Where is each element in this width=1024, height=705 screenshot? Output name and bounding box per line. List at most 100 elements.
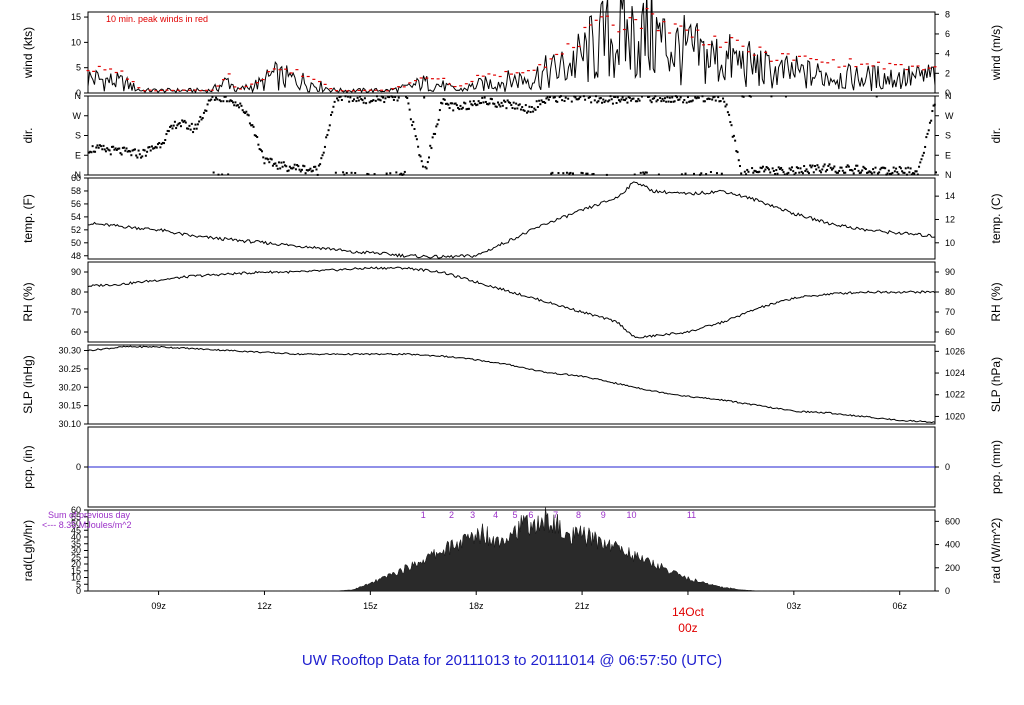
- dir-point: [640, 95, 643, 98]
- dir-point: [150, 145, 153, 148]
- dir-point: [285, 165, 288, 168]
- dir-point: [100, 145, 103, 148]
- panel-SLP: 30.10 30.15 30.20 30.25 30.30 1020 1022 1024 102…: [21, 344, 1003, 429]
- dir-point: [665, 100, 668, 103]
- dir-point: [160, 142, 163, 145]
- dir-point: [747, 170, 750, 173]
- y-axis-label-right: rad (W/m^2): [989, 518, 1003, 584]
- dir-point: [277, 161, 280, 164]
- dir-point: [778, 168, 781, 171]
- dir-point: [753, 169, 756, 172]
- dir-point: [181, 119, 184, 122]
- dir-point: [754, 170, 757, 173]
- dir-point: [444, 102, 447, 105]
- dir-point: [636, 100, 639, 103]
- dir-point: [780, 166, 783, 169]
- dir-point: [385, 172, 388, 175]
- dir-point: [631, 97, 634, 100]
- dir-point: [117, 147, 120, 150]
- dir-point: [247, 114, 250, 117]
- dir-point: [369, 100, 372, 103]
- y-tick-label-right: W: [945, 111, 954, 121]
- dir-point: [512, 101, 515, 104]
- dir-point: [804, 169, 807, 172]
- dir-point: [742, 95, 745, 98]
- rad-series-area: [88, 507, 935, 592]
- dir-point: [575, 98, 578, 101]
- SLP-series-line: [87, 345, 936, 424]
- dir-point: [248, 122, 251, 125]
- dir-point: [615, 101, 618, 104]
- dir-point: [384, 97, 387, 100]
- page-title: UW Rooftop Data for 20111013 to 20111014…: [301, 652, 723, 669]
- dir-point: [236, 104, 239, 107]
- dir-point: [771, 167, 774, 170]
- dir-point: [177, 122, 180, 125]
- dir-point: [803, 165, 806, 168]
- dir-point: [421, 165, 424, 168]
- dir-point: [515, 102, 518, 105]
- dir-point: [835, 171, 838, 174]
- dir-point: [760, 167, 763, 170]
- dir-point: [562, 172, 565, 175]
- dir-point: [276, 167, 279, 170]
- dir-point: [887, 169, 890, 172]
- y-tick-label-right: 6: [945, 29, 950, 39]
- dir-point: [619, 100, 622, 103]
- dir-point: [638, 99, 641, 102]
- dir-point: [375, 95, 378, 98]
- dir-point: [165, 133, 168, 136]
- dir-point: [299, 170, 302, 173]
- dir-point: [587, 96, 590, 99]
- dir-point: [588, 95, 591, 98]
- y-tick-label: 54: [71, 212, 81, 222]
- y-tick-label-right: 1026: [945, 346, 965, 356]
- dir-point: [178, 122, 181, 125]
- dir-point: [411, 124, 414, 127]
- dir-point: [851, 169, 854, 172]
- dir-point: [440, 101, 443, 104]
- dir-point: [582, 95, 585, 98]
- dir-point: [487, 103, 490, 106]
- dir-point: [604, 99, 607, 102]
- y-tick-label: 50: [71, 238, 81, 248]
- dir-point: [209, 99, 211, 102]
- dir-point: [845, 165, 848, 168]
- dir-point: [213, 98, 216, 101]
- dir-point: [659, 97, 662, 100]
- dir-point: [736, 151, 739, 154]
- dir-point: [419, 155, 422, 158]
- dir-point: [797, 167, 800, 170]
- dir-point: [142, 148, 145, 151]
- dir-point: [738, 165, 741, 168]
- dir-point: [890, 172, 893, 175]
- y-axis-label: wind (kts): [21, 27, 35, 79]
- y-tick-label: N: [75, 170, 82, 180]
- dir-point: [714, 99, 717, 102]
- rad-sum-annotation: <--- 8.35 MJoules/m^2: [42, 520, 132, 530]
- dir-point: [521, 106, 524, 109]
- dir-point: [131, 149, 134, 152]
- dir-point: [818, 169, 821, 172]
- dir-point: [546, 96, 549, 99]
- dir-point: [430, 147, 433, 150]
- dir-point: [257, 143, 260, 146]
- dir-point: [253, 134, 256, 137]
- dir-point: [225, 100, 228, 103]
- dir-point: [346, 95, 349, 98]
- dir-point: [699, 173, 702, 176]
- dir-point: [657, 173, 660, 176]
- dir-point: [705, 173, 708, 176]
- dir-point: [893, 170, 896, 173]
- dir-point: [855, 164, 858, 167]
- date-marker-time: 00z: [678, 621, 697, 635]
- dir-point: [625, 97, 628, 100]
- dir-point: [602, 98, 605, 101]
- dir-point: [926, 132, 929, 135]
- dir-point: [679, 96, 682, 99]
- dir-point: [372, 99, 375, 102]
- dir-point: [670, 100, 673, 103]
- dir-point: [154, 145, 157, 148]
- dir-point: [475, 104, 478, 107]
- dir-point: [891, 171, 894, 174]
